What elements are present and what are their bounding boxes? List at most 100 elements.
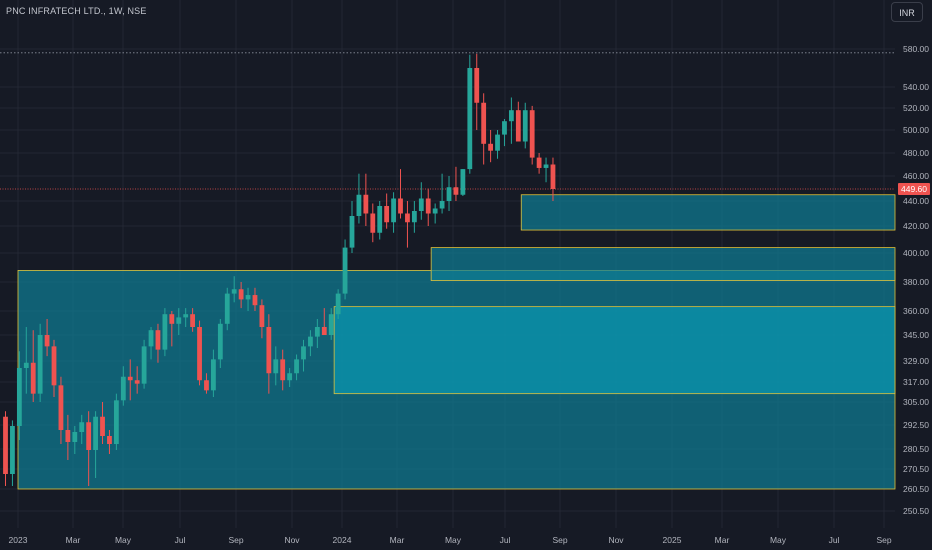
candle-body (266, 327, 272, 374)
candle-body (190, 314, 196, 327)
candle-body (391, 198, 396, 223)
candle-body (328, 314, 334, 335)
y-tick-label: 260.50 (903, 484, 929, 494)
y-tick-label: 400.00 (903, 248, 929, 258)
candle-body (405, 213, 410, 223)
current-price-tag (898, 183, 930, 195)
currency-button[interactable]: INR (891, 2, 923, 22)
candle-body (176, 317, 182, 324)
candle-body (120, 376, 126, 401)
candle-body (238, 289, 244, 300)
y-tick-label: 580.00 (903, 44, 929, 54)
candle-body (301, 346, 306, 360)
demand-zone-2 (333, 306, 896, 395)
candle-body (377, 206, 383, 233)
candle-body (453, 187, 459, 195)
candle-body (224, 293, 230, 324)
candle-body (51, 346, 57, 386)
y-tick-label: 480.00 (903, 148, 929, 158)
candle-body (356, 194, 362, 216)
candle-body (93, 416, 98, 450)
candle-body (259, 305, 265, 327)
candle-body (467, 68, 473, 170)
y-tick-label: 345.00 (903, 330, 929, 340)
candle-body (252, 295, 258, 306)
candle-body (495, 134, 500, 151)
y-tick-label: 380.00 (903, 277, 929, 287)
candle-body (370, 213, 376, 233)
candle-body (3, 416, 8, 474)
candle-body (10, 426, 15, 474)
candle-body (72, 432, 78, 442)
candle-body (481, 102, 487, 144)
candle-body (107, 436, 112, 444)
y-tick-label: 317.00 (903, 377, 929, 387)
candle-body (508, 110, 514, 122)
candle-body (529, 110, 535, 158)
candle-body (155, 330, 161, 350)
x-tick-label: Sep (552, 535, 567, 545)
x-tick-label: Jul (175, 535, 186, 545)
y-tick-label: 500.00 (903, 125, 929, 135)
y-tick-label: 329.00 (903, 356, 929, 366)
candle-body (280, 359, 286, 381)
candle-body (425, 198, 431, 214)
candle-body (217, 323, 223, 360)
x-tick-label: Sep (876, 535, 891, 545)
candle-body (16, 368, 22, 426)
candle-body (37, 335, 43, 394)
y-tick-label: 280.50 (903, 444, 929, 454)
candle-body (211, 359, 216, 391)
candle-body (411, 211, 417, 223)
candle-body (384, 206, 390, 223)
candle-body (245, 295, 251, 300)
y-tick-label: 360.00 (903, 306, 929, 316)
y-tick-label: 540.00 (903, 82, 929, 92)
candle-body (58, 385, 64, 430)
candle-body (363, 194, 369, 214)
x-tick-label: May (115, 535, 132, 545)
candle-body (127, 376, 133, 381)
y-tick-label: 460.00 (903, 171, 929, 181)
x-tick-label: Sep (228, 535, 243, 545)
candle-body (342, 247, 348, 294)
candle-body (502, 121, 507, 135)
candle-body (349, 216, 355, 248)
candle-body (100, 416, 105, 436)
candle-body (162, 314, 168, 350)
symbol-title: PNC INFRATECH LTD., 1W, NSE (6, 6, 147, 16)
candle-body (550, 164, 556, 189)
x-tick-label: 2024 (333, 535, 352, 545)
candle-body (30, 362, 36, 394)
candle-body (287, 373, 293, 381)
candle-body (398, 198, 403, 214)
candle-body (314, 327, 320, 337)
x-tick-label: Nov (284, 535, 300, 545)
y-tick-label: 520.00 (903, 103, 929, 113)
x-tick-label: May (770, 535, 787, 545)
y-tick-label: 420.00 (903, 221, 929, 231)
x-tick-label: May (445, 535, 462, 545)
candle-body (335, 293, 341, 315)
x-tick-label: Nov (608, 535, 624, 545)
candle-body (432, 208, 438, 214)
y-tick-label: 292.50 (903, 420, 929, 430)
candle-body (183, 314, 189, 318)
candle-body (273, 359, 279, 374)
candle-body (169, 314, 175, 324)
candle-body (439, 201, 445, 209)
demand-zone-4 (520, 194, 896, 231)
candle-body (86, 422, 92, 450)
x-tick-label: Mar (66, 535, 81, 545)
x-tick-label: Mar (715, 535, 730, 545)
candle-body (79, 422, 85, 432)
y-tick-label: 440.00 (903, 196, 929, 206)
x-tick-label: 2023 (9, 535, 28, 545)
candle-body (44, 335, 50, 347)
candle-body (204, 380, 209, 391)
candle-body (65, 430, 71, 442)
candle-body (294, 359, 299, 374)
candle-body (23, 362, 29, 368)
candle-body (522, 110, 528, 142)
